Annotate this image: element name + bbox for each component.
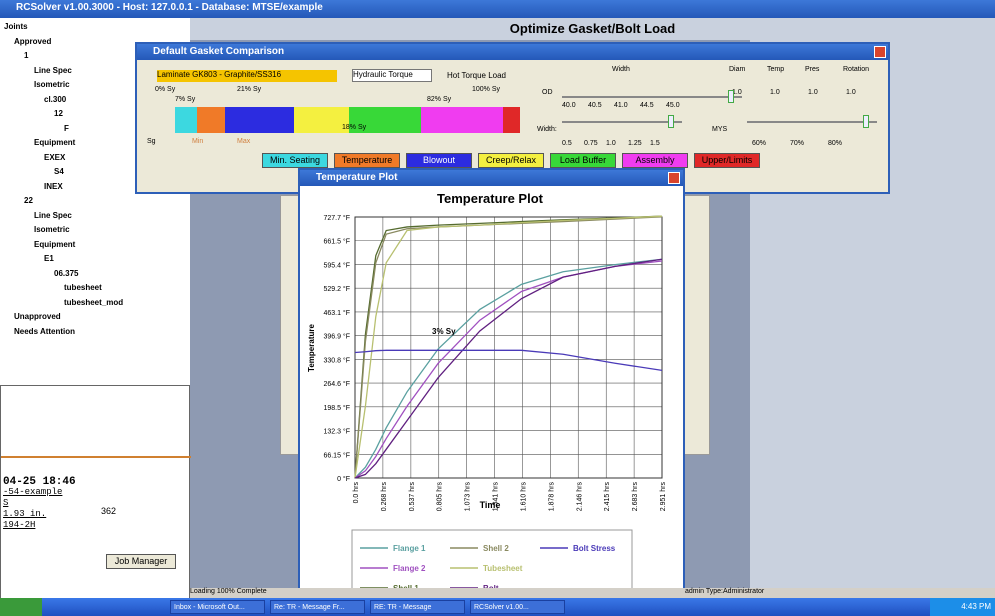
- x-tick-label: 0.268 hrs: [381, 482, 388, 512]
- y-tick-label: 529.2 °F: [323, 285, 350, 293]
- series-line: [355, 216, 662, 478]
- y-tick-label: 727.7 °F: [323, 214, 350, 222]
- x-tick-label: 0.537 hrs: [409, 482, 416, 512]
- legend-label: Tubesheet: [483, 564, 523, 573]
- y-tick-label: 132.3 °F: [323, 428, 350, 436]
- series-line: [355, 217, 662, 478]
- task-item[interactable]: Inbox - Microsoft Out...: [170, 600, 265, 614]
- task-item[interactable]: RCSolver v1.00...: [470, 600, 565, 614]
- x-tick-label: 1.073 hrs: [465, 482, 472, 512]
- series-line: [355, 350, 662, 370]
- status-right: admin Type:Administrator: [685, 588, 764, 595]
- y-tick-label: 198.5 °F: [323, 404, 350, 412]
- x-tick-label: 2.683 hrs: [632, 482, 639, 512]
- y-axis-label: Temperature: [307, 324, 316, 372]
- y-tick-label: 0 °F: [337, 475, 350, 483]
- plot: Temperature Plot Time Temperature 0 °F66…: [0, 0, 995, 616]
- legend-label: Shell 2: [483, 544, 509, 553]
- clock: 4:43 PM: [930, 598, 995, 616]
- y-tick-label: 595.4 °F: [323, 261, 350, 269]
- annotation: 3% Sy: [432, 327, 456, 336]
- y-tick-label: 66.15 °F: [323, 451, 350, 459]
- series-line: [355, 216, 662, 478]
- y-tick-label: 661.5 °F: [323, 238, 350, 246]
- x-tick-label: 1.878 hrs: [548, 482, 555, 512]
- y-tick-label: 264.6 °F: [323, 380, 350, 388]
- legend-label: Flange 2: [393, 564, 426, 573]
- plot-frame: [355, 217, 662, 478]
- legend-label: Flange 1: [393, 544, 426, 553]
- status-left: Loading 100% Complete: [190, 588, 267, 595]
- start-button[interactable]: [0, 598, 42, 616]
- task-item[interactable]: RE: TR - Message: [370, 600, 465, 614]
- x-tick-label: 0.0 hrs: [353, 482, 360, 504]
- x-tick-label: 0.805 hrs: [437, 482, 444, 512]
- y-tick-label: 463.1 °F: [323, 309, 350, 317]
- taskbar: 4:43 PM Inbox - Microsoft Out... Re: TR -…: [0, 598, 995, 616]
- y-tick-label: 330.8 °F: [323, 356, 350, 364]
- x-tick-label: 2.415 hrs: [604, 482, 611, 512]
- series-line: [355, 259, 662, 478]
- x-tick-label: 2.951 hrs: [660, 482, 667, 512]
- x-tick-label: 1.610 hrs: [520, 482, 527, 512]
- y-tick-label: 396.9 °F: [323, 333, 350, 341]
- x-tick-label: 2.146 hrs: [576, 482, 583, 512]
- plot-title: Temperature Plot: [437, 191, 544, 206]
- x-tick-label: 1.341 hrs: [493, 482, 500, 512]
- status-bar: Loading 100% Complete admin Type:Adminis…: [190, 588, 995, 598]
- screen: RCSolver v1.00.3000 - Host: 127.0.0.1 - …: [0, 0, 995, 616]
- task-item[interactable]: Re: TR - Message Fr...: [270, 600, 365, 614]
- legend-label: Bolt Stress: [573, 544, 616, 553]
- series-line: [355, 261, 662, 478]
